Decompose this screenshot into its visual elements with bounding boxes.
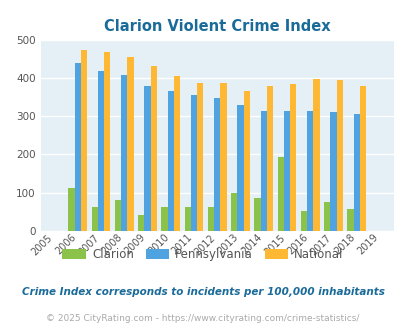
- Bar: [260, 111, 266, 231]
- Bar: [81, 50, 87, 231]
- Bar: [313, 79, 319, 231]
- Text: © 2025 CityRating.com - https://www.cityrating.com/crime-statistics/: © 2025 CityRating.com - https://www.city…: [46, 314, 359, 323]
- Bar: [92, 207, 98, 231]
- Text: Crime Index corresponds to incidents per 100,000 inhabitants: Crime Index corresponds to incidents per…: [21, 287, 384, 297]
- Bar: [254, 198, 260, 231]
- Bar: [138, 215, 144, 231]
- Bar: [289, 84, 296, 231]
- Bar: [68, 188, 75, 231]
- Bar: [167, 91, 173, 231]
- Bar: [323, 202, 329, 231]
- Bar: [127, 57, 133, 231]
- Bar: [115, 200, 121, 231]
- Bar: [336, 80, 342, 231]
- Bar: [150, 66, 156, 231]
- Bar: [353, 114, 359, 231]
- Bar: [98, 71, 104, 231]
- Bar: [104, 52, 110, 231]
- Bar: [329, 112, 336, 231]
- Title: Clarion Violent Crime Index: Clarion Violent Crime Index: [104, 19, 330, 34]
- Bar: [283, 111, 289, 231]
- Bar: [121, 75, 127, 231]
- Bar: [213, 98, 220, 231]
- Bar: [190, 95, 196, 231]
- Bar: [277, 157, 283, 231]
- Bar: [300, 212, 306, 231]
- Bar: [359, 86, 365, 231]
- Bar: [207, 207, 213, 231]
- Bar: [230, 193, 237, 231]
- Bar: [237, 106, 243, 231]
- Bar: [75, 63, 81, 231]
- Legend: Clarion, Pennsylvania, National: Clarion, Pennsylvania, National: [58, 244, 347, 266]
- Bar: [306, 111, 313, 231]
- Bar: [173, 76, 180, 231]
- Bar: [144, 85, 150, 231]
- Bar: [220, 83, 226, 231]
- Bar: [243, 91, 249, 231]
- Bar: [184, 207, 190, 231]
- Bar: [161, 207, 167, 231]
- Bar: [196, 83, 203, 231]
- Bar: [266, 86, 273, 231]
- Bar: [346, 209, 353, 231]
